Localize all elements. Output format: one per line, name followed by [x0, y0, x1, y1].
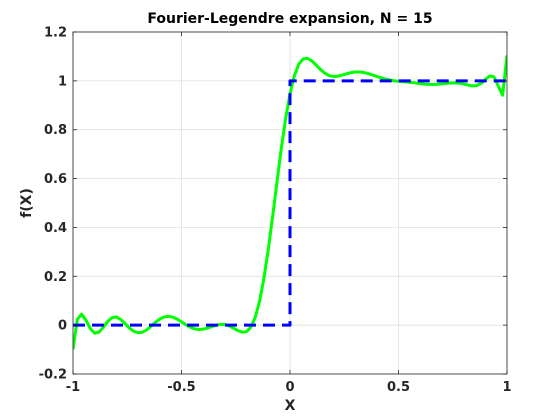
x-tick-label: 1 [502, 380, 511, 395]
y-tick-label: 0.6 [44, 172, 67, 187]
y-tick-label: 0.8 [44, 123, 67, 138]
y-tick-label: 0.4 [44, 221, 67, 236]
x-axis-label: X [285, 398, 296, 414]
y-tick-label: 1 [58, 74, 67, 89]
axis-ticks: -1 -0.5 0 0.5 1 -0.2 0 0.2 0.4 0.6 0.8 1 1.2 [39, 26, 512, 396]
x-tick-label: 0 [285, 380, 294, 395]
x-tick-label: 0.5 [387, 380, 410, 395]
y-axis-label: f(X) [19, 188, 35, 218]
x-tick-label: -1 [66, 380, 80, 395]
data-series [73, 55, 507, 350]
y-tick-label: -0.2 [39, 368, 67, 383]
chart-title: Fourier-Legendre expansion, N = 15 [147, 11, 432, 27]
x-tick-label: -0.5 [167, 380, 195, 395]
y-tick-label: 0 [58, 319, 67, 334]
y-tick-label: 0.2 [44, 270, 67, 285]
y-tick-label: 1.2 [44, 26, 67, 41]
